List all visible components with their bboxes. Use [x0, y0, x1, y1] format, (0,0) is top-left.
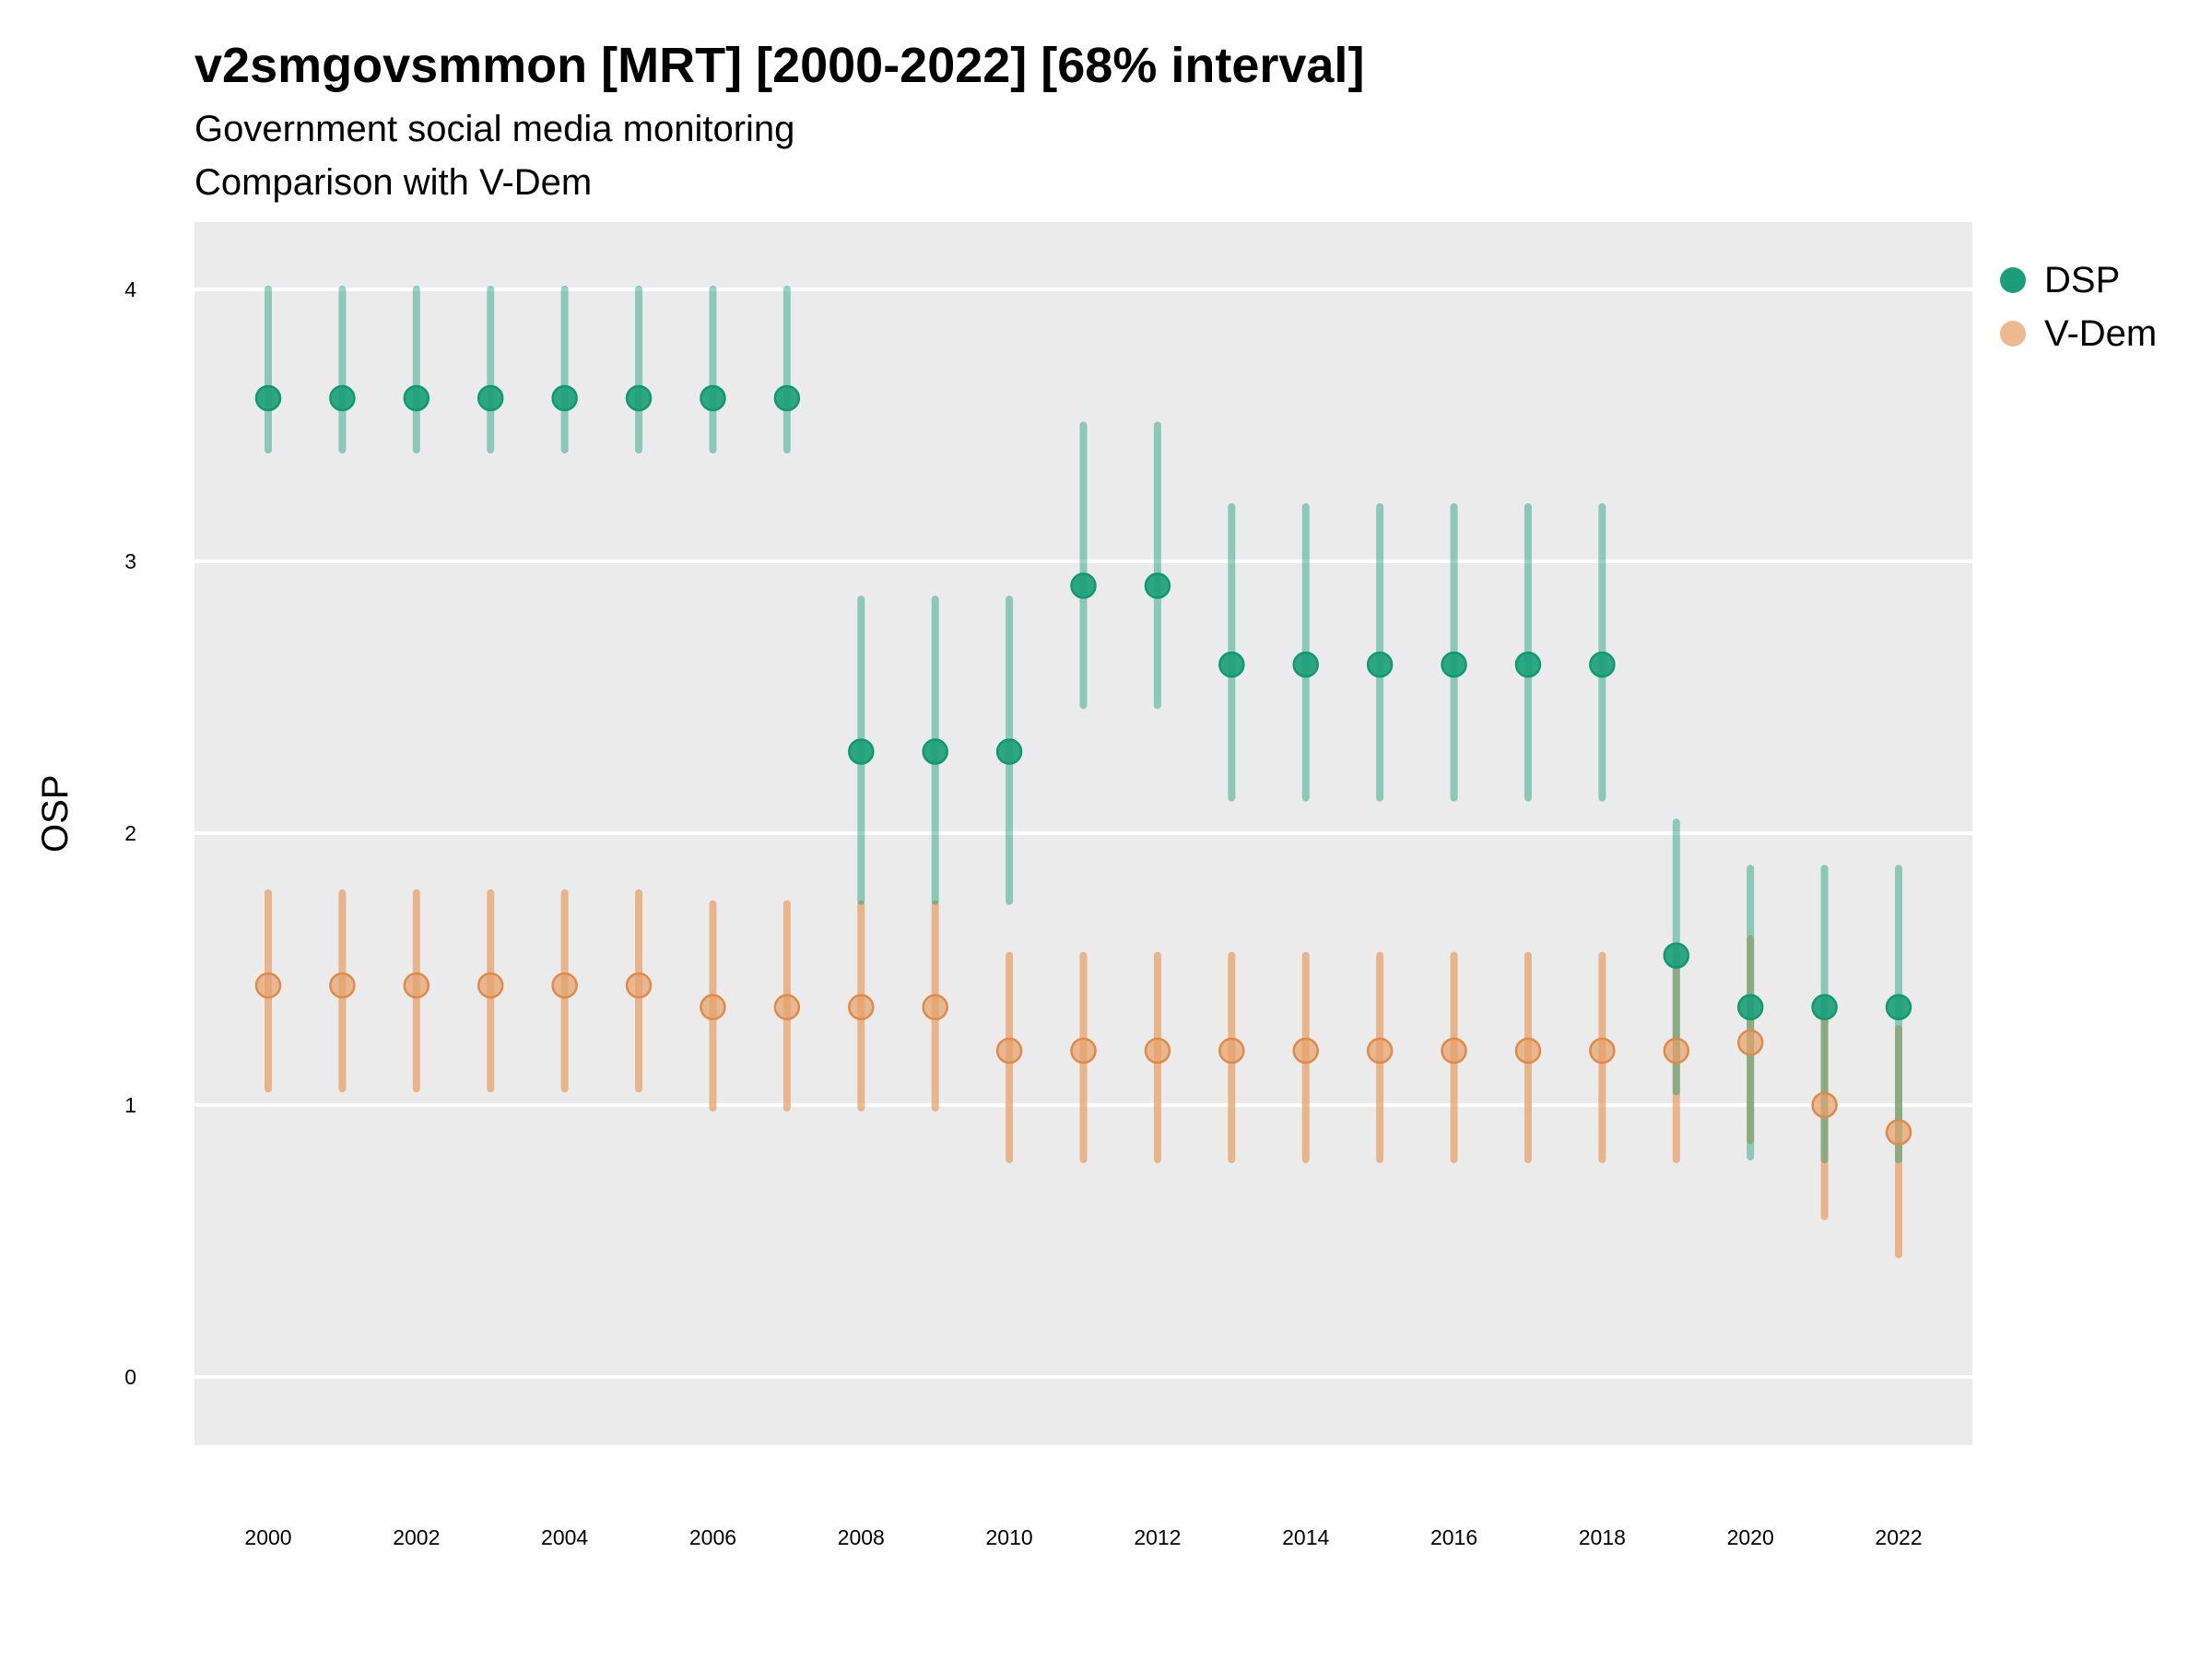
y-tick-label: 3: [124, 549, 136, 573]
x-tick-label: 2012: [1134, 1525, 1181, 1549]
point-vdem: [1736, 1029, 1764, 1056]
x-tick-label: 2018: [1579, 1525, 1626, 1549]
legend-marker-dsp: [2000, 267, 2026, 293]
point-vdem: [625, 971, 653, 999]
point-dsp: [1070, 572, 1097, 599]
point-vdem: [1589, 1037, 1616, 1065]
x-tick-label: 2020: [1727, 1525, 1774, 1549]
chart-title: v2smgovsmmon [MRT] [2000-2022] [68% inte…: [194, 38, 1365, 93]
point-dsp: [551, 384, 578, 412]
point-vdem: [1811, 1091, 1838, 1119]
x-tick-label: 2008: [838, 1525, 885, 1549]
point-dsp: [1736, 994, 1764, 1021]
point-dsp: [848, 738, 875, 765]
y-tick-label: 1: [124, 1093, 136, 1117]
point-dsp: [1366, 651, 1394, 678]
point-dsp: [477, 384, 504, 412]
point-dsp: [1441, 651, 1467, 678]
point-vdem: [995, 1037, 1023, 1065]
point-vdem: [1292, 1037, 1319, 1065]
x-tick-label: 2016: [1430, 1525, 1477, 1549]
point-vdem: [1144, 1037, 1171, 1065]
point-vdem: [1441, 1037, 1467, 1065]
point-dsp: [700, 384, 726, 412]
point-dsp: [922, 738, 948, 765]
legend-label-dsp: DSP: [2044, 259, 2121, 300]
point-vdem: [1218, 1037, 1245, 1065]
point-vdem: [1885, 1119, 1912, 1146]
point-dsp: [1292, 651, 1319, 678]
point-vdem: [1070, 1037, 1097, 1065]
point-dsp: [773, 384, 801, 412]
point-dsp: [329, 384, 356, 412]
point-vdem: [403, 971, 430, 999]
point-dsp: [1885, 994, 1912, 1021]
legend-label-vdem: V-Dem: [2044, 312, 2158, 354]
point-vdem: [848, 994, 875, 1021]
point-dsp: [1811, 994, 1838, 1021]
y-tick-label: 4: [124, 277, 136, 301]
point-vdem: [477, 971, 504, 999]
point-vdem: [1366, 1037, 1394, 1065]
point-vdem: [922, 994, 948, 1021]
x-tick-label: 2010: [986, 1525, 1033, 1549]
y-tick-label: 0: [124, 1365, 136, 1389]
point-dsp: [403, 384, 430, 412]
point-dsp: [1218, 651, 1245, 678]
point-dsp: [1144, 572, 1171, 599]
point-vdem: [1514, 1037, 1542, 1065]
point-vdem: [773, 994, 801, 1021]
point-dsp: [625, 384, 653, 412]
chart-caption: Comparison with V-Dem: [194, 162, 593, 203]
x-tick-label: 2022: [1875, 1525, 1922, 1549]
point-vdem: [1663, 1037, 1690, 1065]
legend: DSP V-Dem: [2000, 253, 2157, 360]
x-tick-label: 2000: [244, 1525, 291, 1549]
point-vdem: [329, 971, 356, 999]
x-tick-label: 2004: [541, 1525, 588, 1549]
point-vdem: [254, 971, 282, 999]
point-vdem: [700, 994, 726, 1021]
legend-marker-vdem: [2000, 321, 2026, 347]
point-dsp: [1663, 942, 1690, 969]
chart-subtitle: Government social media monitoring: [194, 109, 795, 149]
legend-item-vdem: V-Dem: [2000, 307, 2157, 360]
x-tick-label: 2006: [689, 1525, 736, 1549]
point-dsp: [1514, 651, 1542, 678]
x-tick-label: 2014: [1282, 1525, 1329, 1549]
legend-item-dsp: DSP: [2000, 253, 2157, 307]
y-tick-label: 2: [124, 821, 136, 845]
point-dsp: [995, 738, 1023, 765]
point-dsp: [1589, 651, 1616, 678]
x-tick-label: 2002: [393, 1525, 440, 1549]
point-vdem: [551, 971, 578, 999]
point-dsp: [254, 384, 282, 412]
